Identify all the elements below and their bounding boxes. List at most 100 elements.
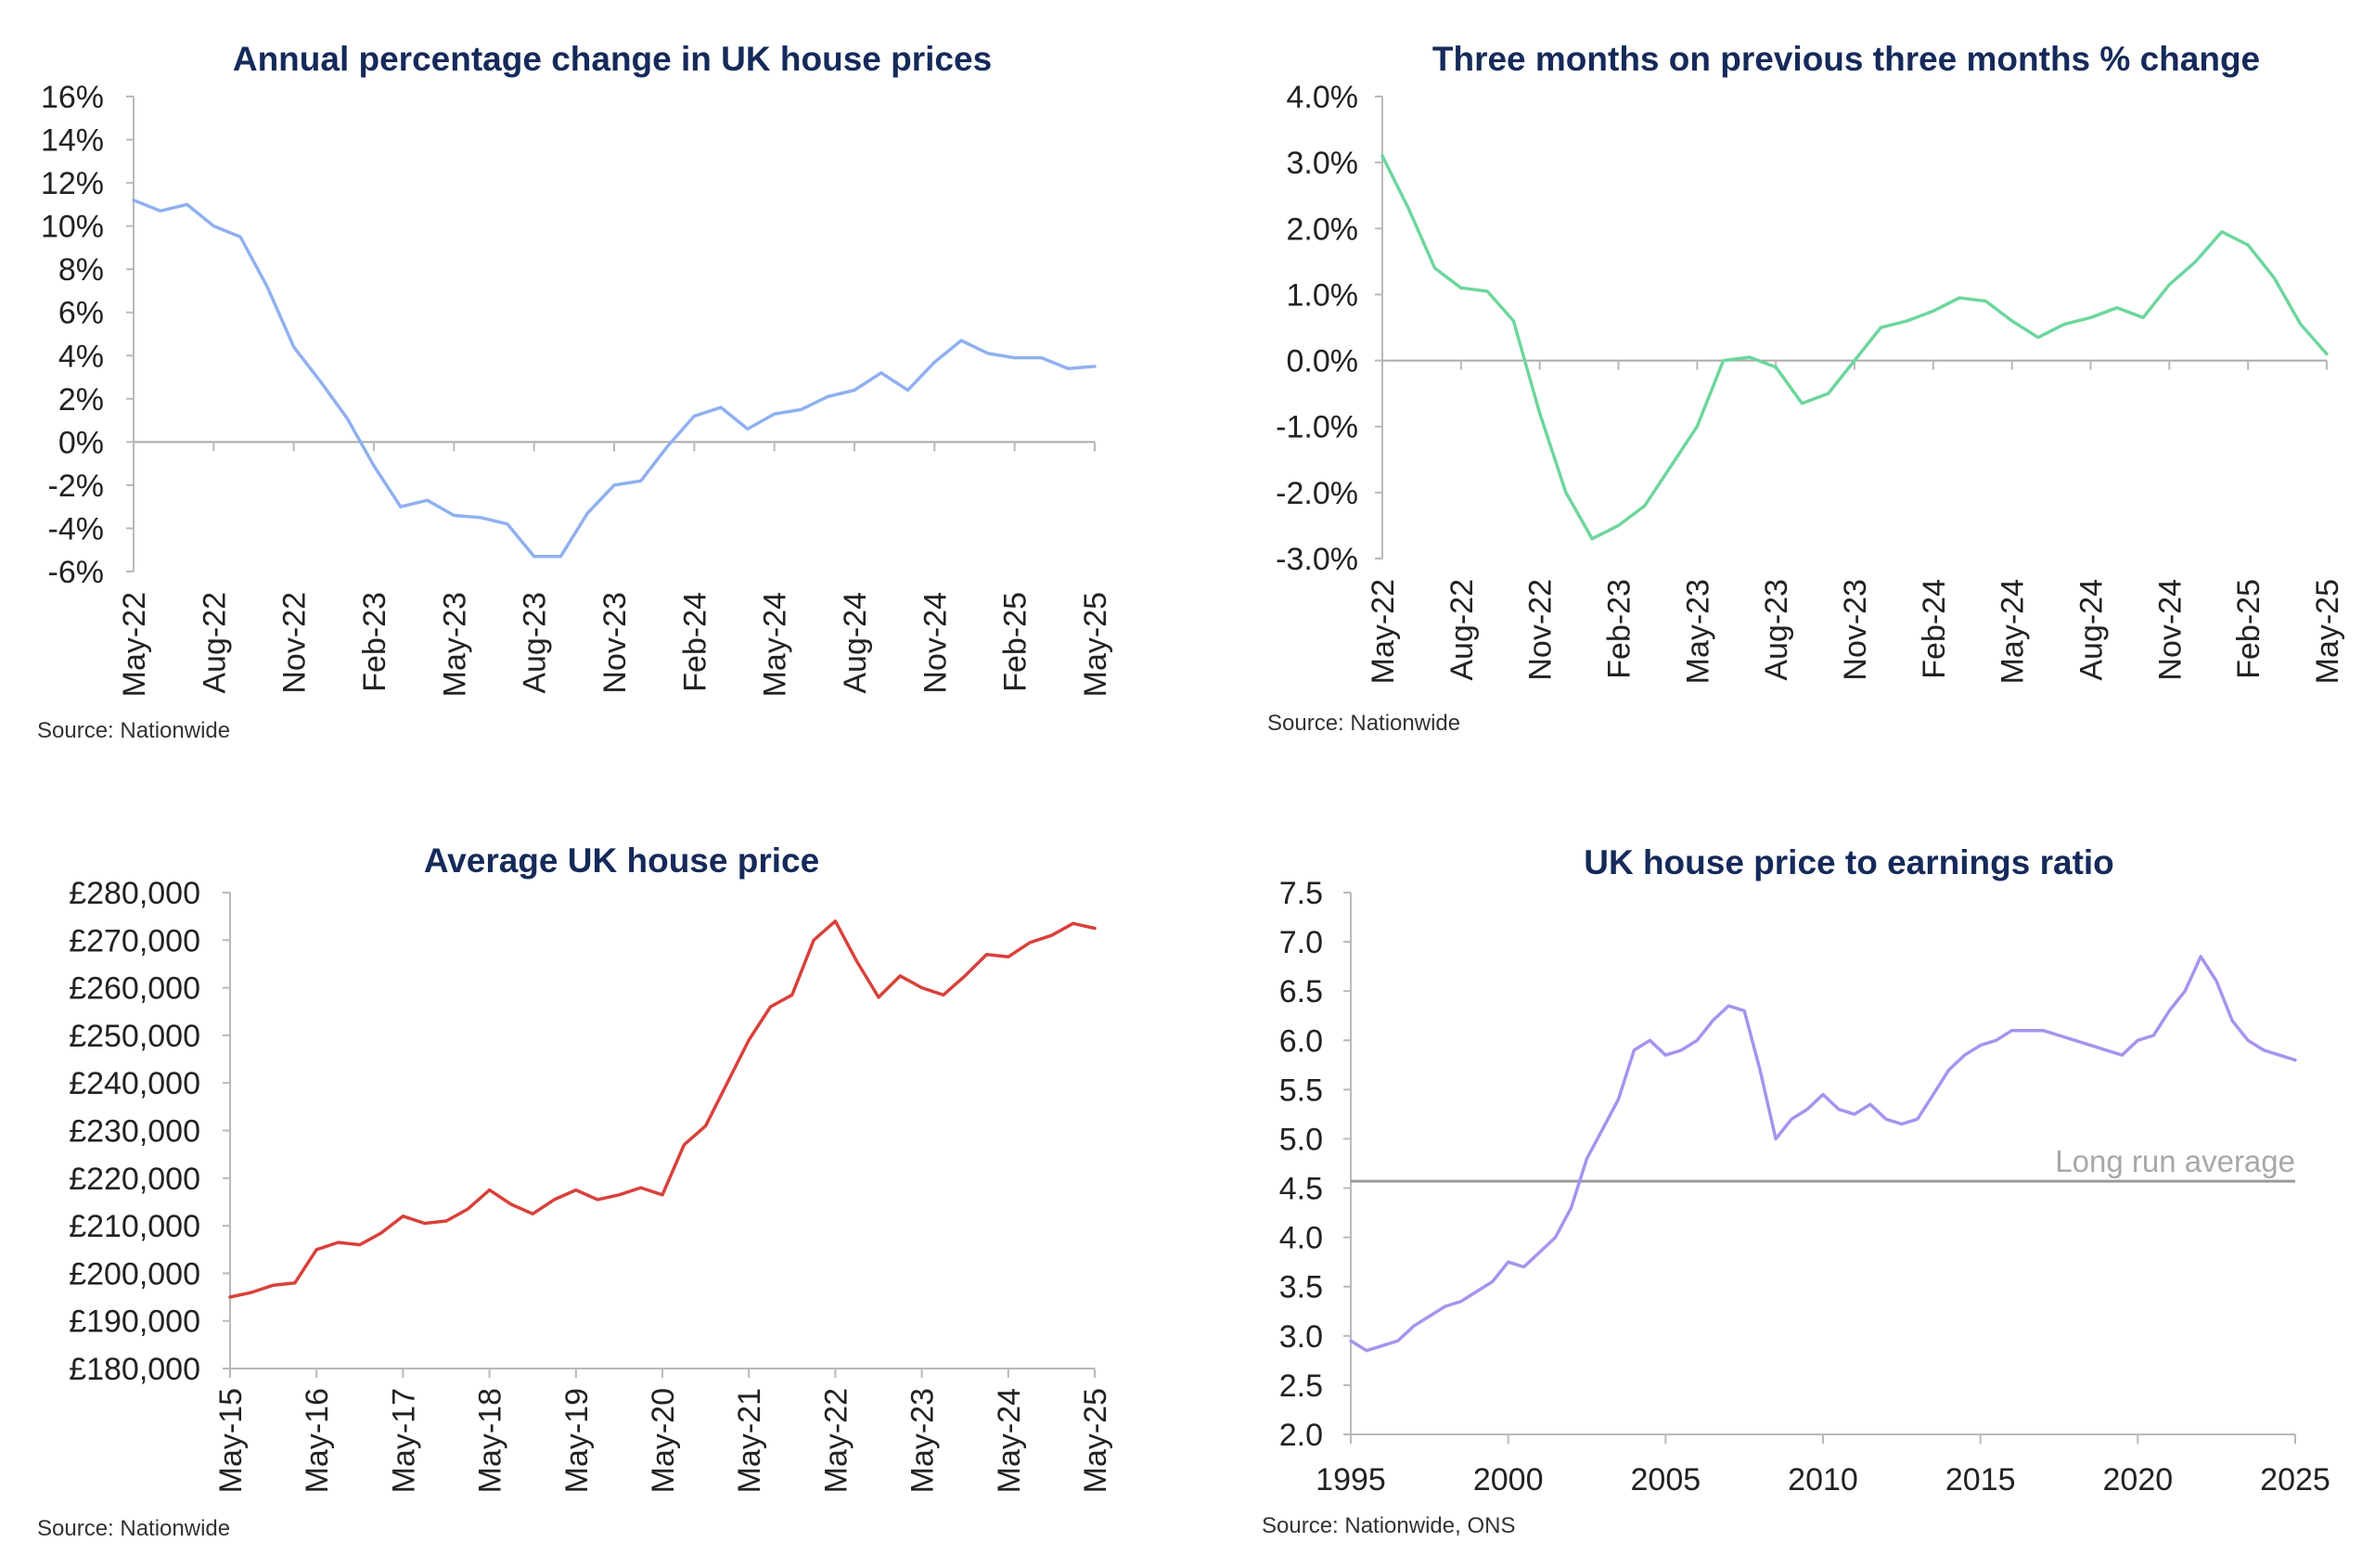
x-tick-label: May-23 (905, 1388, 941, 1493)
chart-avgprice: Average UK house price £280,000 £270,000 £2… (37, 842, 1113, 1541)
y-tick-label: 10% (41, 210, 104, 245)
x-tick-label: May-15 (213, 1388, 249, 1493)
x-tick-label: May-16 (300, 1388, 335, 1493)
y-tick-label: 6.0 (1279, 1023, 1323, 1059)
y-tick-label: 2.5 (1279, 1369, 1323, 1404)
x-tick-label: May-22 (117, 592, 152, 697)
x-tick-label: May-24 (758, 592, 793, 697)
long-run-average-label: Long run average (2055, 1144, 2295, 1178)
x-tick-label: 2025 (2260, 1462, 2330, 1497)
x-tick-label: May-24 (992, 1388, 1027, 1493)
series-line-avgprice (228, 919, 1097, 1299)
x-tick-label: Feb-23 (1602, 579, 1637, 679)
series-line-threemonths (1380, 154, 2329, 541)
chart-title: Average UK house price (424, 842, 819, 880)
y-tick-label: £180,000 (69, 1352, 200, 1387)
y-tick-label: -2% (48, 469, 104, 504)
y-tick-label: 2.0 (1279, 1418, 1323, 1453)
y-tick-label: £200,000 (69, 1256, 200, 1292)
chart-source: Source: Nationwide (37, 1516, 230, 1541)
y-tick-label: 0.0% (1287, 344, 1359, 379)
x-tick-label: May-25 (1078, 1388, 1113, 1493)
x-tick-label: 2015 (1945, 1462, 2016, 1497)
y-tick-label: £210,000 (69, 1209, 200, 1244)
y-tick-label: 14% (41, 123, 104, 159)
y-tick-label: £230,000 (69, 1114, 200, 1150)
x-tick-label: May-22 (1366, 579, 1401, 684)
x-tick-label: Aug-22 (1444, 579, 1480, 681)
chart-source: Source: Nationwide (37, 718, 230, 743)
y-tick-label: 4.0% (1287, 80, 1359, 115)
y-tick-label: £190,000 (69, 1305, 200, 1340)
y-tick-label: 8% (58, 252, 104, 288)
x-tick-label: May-20 (646, 1388, 681, 1493)
y-tick-label: £270,000 (69, 923, 200, 958)
y-tick-label: 1.0% (1287, 277, 1359, 313)
y-tick-label: 12% (41, 166, 104, 201)
x-tick-label: Nov-23 (597, 592, 633, 694)
x-tick-label: Feb-25 (2231, 579, 2266, 679)
x-tick-label: Aug-23 (1759, 579, 1794, 681)
x-tick-label: May-21 (732, 1388, 767, 1493)
x-tick-label: 2010 (1788, 1462, 1858, 1497)
chart-annual: Annual percentage change in UK house pri… (37, 40, 1113, 743)
x-tick-label: May-18 (473, 1388, 508, 1493)
series-line-annual (132, 198, 1097, 559)
x-tick-label: Feb-25 (998, 592, 1033, 692)
y-tick-label: 7.0 (1279, 925, 1323, 960)
y-tick-label: -6% (48, 555, 104, 590)
y-tick-label: £250,000 (69, 1019, 200, 1054)
x-tick-label: 2020 (2103, 1462, 2174, 1497)
y-tick-label: 4% (58, 339, 104, 374)
x-tick-label: May-25 (2310, 579, 2345, 684)
y-tick-label: 3.0% (1287, 146, 1359, 181)
x-tick-label: May-22 (818, 1388, 854, 1493)
x-tick-label: May-17 (386, 1388, 421, 1493)
x-tick-label: Nov-24 (918, 592, 953, 694)
chart-title: Annual percentage change in UK house pri… (233, 40, 992, 78)
x-tick-label: Nov-23 (1838, 579, 1873, 681)
chart-source: Source: Nationwide, ONS (1262, 1513, 1515, 1538)
y-tick-label: 16% (41, 80, 104, 115)
x-tick-label: Feb-24 (677, 592, 712, 692)
y-tick-label: -3.0% (1276, 542, 1358, 577)
chart-title: UK house price to earnings ratio (1584, 843, 2114, 881)
x-tick-label: May-24 (1996, 579, 2031, 684)
y-tick-label: 6.5 (1279, 974, 1323, 1009)
y-tick-label: 3.5 (1279, 1270, 1323, 1305)
chart-threemonths: Three months on previous three months % … (1267, 40, 2345, 736)
x-tick-label: 2000 (1473, 1462, 1544, 1497)
series-line-ratio (1349, 955, 2297, 1353)
x-tick-label: Nov-22 (277, 592, 313, 694)
chart-source: Source: Nationwide (1267, 711, 1460, 736)
x-tick-label: May-19 (559, 1388, 595, 1493)
y-tick-label: 2.0% (1287, 212, 1359, 247)
y-tick-label: 4.0 (1279, 1221, 1323, 1256)
x-tick-label: Nov-22 (1523, 579, 1559, 681)
x-tick-label: Aug-23 (518, 592, 553, 694)
x-tick-label: 1995 (1316, 1462, 1386, 1497)
chart-title: Three months on previous three months % … (1432, 40, 2260, 78)
x-tick-label: Aug-24 (838, 592, 873, 694)
y-tick-label: 7.5 (1279, 876, 1323, 911)
y-tick-label: £280,000 (69, 876, 200, 911)
chart-ratio: UK house price to earnings ratio 7.5 7.0 6.… (1262, 843, 2330, 1538)
y-tick-label: 6% (58, 296, 104, 331)
y-tick-label: 4.5 (1279, 1172, 1323, 1207)
y-tick-label: £240,000 (69, 1066, 200, 1101)
y-tick-label: £260,000 (69, 971, 200, 1007)
y-tick-label: 5.5 (1279, 1073, 1323, 1108)
y-tick-label: 5.0 (1279, 1122, 1323, 1157)
x-tick-label: Feb-24 (1917, 579, 1952, 679)
y-tick-label: 0% (58, 425, 104, 460)
x-tick-label: Aug-22 (197, 592, 232, 694)
x-tick-label: Nov-24 (2152, 579, 2188, 681)
x-tick-label: Aug-24 (2074, 579, 2110, 681)
y-tick-label: 2% (58, 382, 104, 418)
x-tick-label: May-25 (1078, 592, 1113, 697)
y-tick-label: £220,000 (69, 1162, 200, 1197)
y-tick-label: -1.0% (1276, 410, 1358, 445)
x-tick-label: 2005 (1631, 1462, 1701, 1497)
y-tick-label: -2.0% (1276, 476, 1358, 511)
